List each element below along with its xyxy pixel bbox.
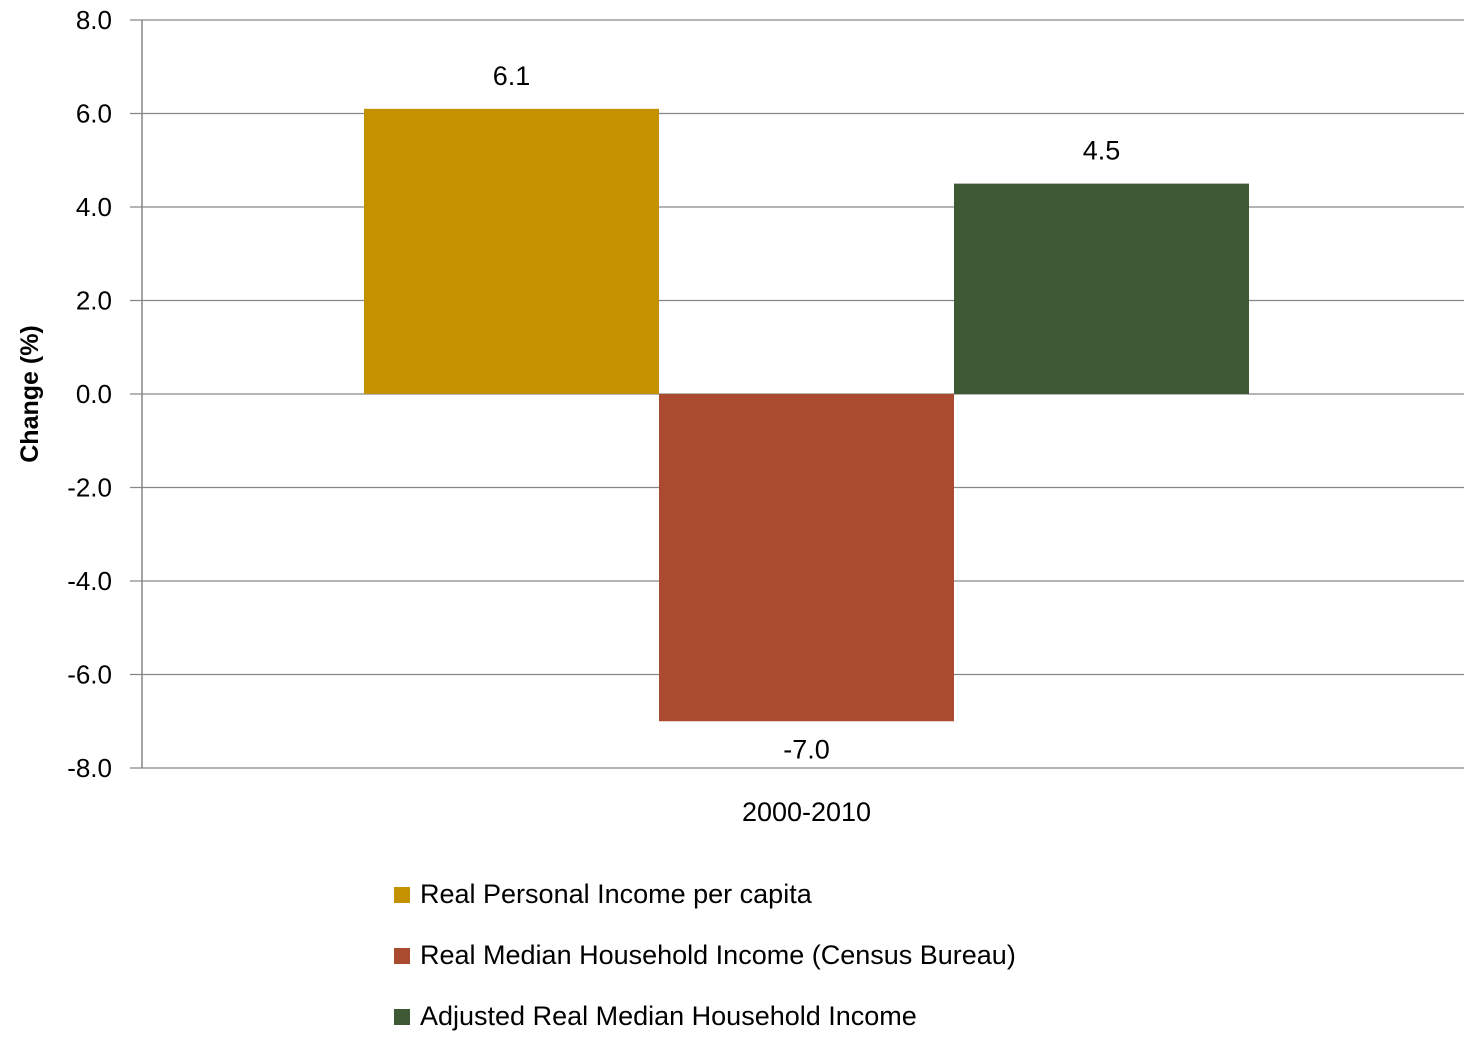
category-label: 2000-2010 <box>742 797 871 827</box>
bar <box>364 108 659 394</box>
y-axis-title: Change (%) <box>16 325 44 463</box>
y-tick-label: -6.0 <box>67 660 112 690</box>
legend-swatch <box>394 1008 410 1025</box>
y-tick-label: 8.0 <box>76 5 112 35</box>
y-tick-label: -4.0 <box>67 566 112 596</box>
legend-item: Adjusted Real Median Household Income <box>394 986 1016 1047</box>
y-tick-label: 6.0 <box>76 99 112 129</box>
data-label: 4.5 <box>1083 136 1121 166</box>
bar <box>659 394 954 722</box>
legend-label: Adjusted Real Median Household Income <box>420 1001 917 1031</box>
y-axis-ticks: 8.0 6.0 4.0 2.0 0.0 -2.0 -4.0 -6.0 -8.0 <box>67 5 112 783</box>
legend-label: Real Median Household Income (Census Bur… <box>420 940 1016 970</box>
legend-swatch <box>394 947 410 964</box>
y-tick-label: 2.0 <box>76 286 112 316</box>
legend-swatch <box>394 886 410 903</box>
legend-label: Real Personal Income per capita <box>420 879 812 909</box>
legend-item: Real Personal Income per capita <box>394 864 1016 925</box>
legend-item: Real Median Household Income (Census Bur… <box>394 925 1016 986</box>
legend: Real Personal Income per capita Real Med… <box>394 864 1016 1047</box>
y-tick-label: -8.0 <box>67 753 112 783</box>
data-labels: 6.1 -7.0 4.5 <box>493 61 1121 764</box>
data-label: -7.0 <box>783 734 830 764</box>
bar <box>954 183 1249 394</box>
data-label: 6.1 <box>493 61 531 91</box>
bar-chart: 8.0 6.0 4.0 2.0 0.0 -2.0 -4.0 -6.0 -8.0 6.1 -7.0 4… <box>16 5 1464 827</box>
y-tick-label: 0.0 <box>76 379 112 409</box>
y-tick-label: -2.0 <box>67 473 112 503</box>
y-tick-label: 4.0 <box>76 192 112 222</box>
bars <box>364 108 1249 722</box>
